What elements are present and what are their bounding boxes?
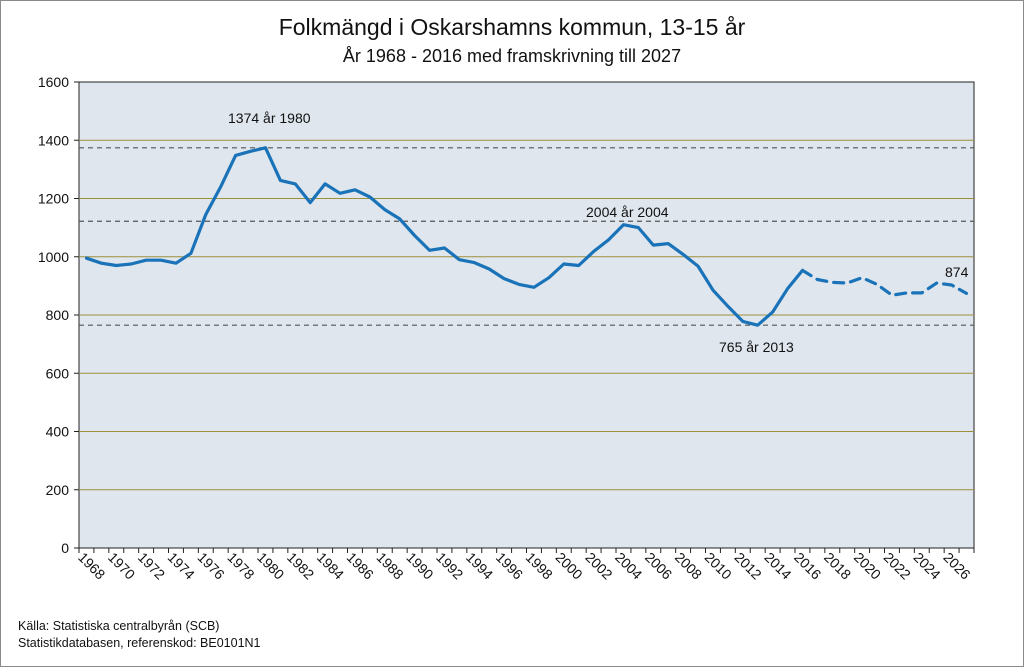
x-tick-label: 1998 (523, 549, 556, 582)
x-tick-label: 1984 (314, 549, 347, 582)
chart-subtitle: År 1968 - 2016 med framskrivning till 20… (342, 46, 682, 66)
annotation-min: 765 år 2013 (719, 339, 794, 355)
chart-title: Folkmängd i Oskarshamns kommun, 13-15 år (278, 14, 746, 40)
x-tick-label: 2024 (910, 549, 943, 582)
gridlines (79, 139, 974, 491)
y-tick-label: 1000 (38, 249, 69, 265)
x-tick-label: 2020 (851, 549, 884, 582)
x-axis: 1968197019721974197619781980198219841986… (75, 548, 975, 583)
annotation-last: 874 (945, 264, 969, 280)
y-tick-label: 1200 (38, 191, 69, 207)
y-tick-label: 1600 (38, 74, 69, 90)
x-tick-label: 2004 (612, 549, 645, 582)
x-tick-label: 2000 (552, 549, 585, 582)
y-tick-label: 600 (46, 365, 70, 381)
x-tick-label: 1990 (403, 549, 436, 582)
projection-series-line (800, 268, 969, 297)
source-line: Källa: Statistiska centralbyrån (SCB) (18, 619, 220, 633)
annotation-max: 1374 år 1980 (228, 110, 311, 126)
source-note: Källa: Statistiska centralbyrån (SCB) St… (18, 618, 261, 652)
x-tick-label: 2018 (821, 549, 854, 582)
y-axis: 0 200 400 600 800 1000 1200 1400 1600 (38, 74, 79, 556)
x-tick-label: 2010 (702, 549, 735, 582)
x-tick-label: 2008 (672, 549, 705, 582)
y-tick-label: 0 (61, 540, 69, 556)
y-tick-label: 800 (46, 307, 70, 323)
source-line: Statistikdatabasen, referenskod: BE0101N… (18, 636, 261, 650)
x-tick-label: 2016 (791, 549, 824, 582)
x-tick-label: 1982 (284, 549, 317, 582)
x-tick-label: 1976 (194, 549, 227, 582)
x-tick-label: 1968 (75, 549, 108, 582)
x-tick-label: 1978 (224, 549, 257, 582)
y-tick-label: 200 (46, 482, 70, 498)
x-tick-label: 2014 (761, 549, 794, 582)
x-tick-label: 1996 (493, 549, 526, 582)
x-tick-label: 1986 (344, 549, 377, 582)
annotation-2004: 2004 år 2004 (586, 204, 669, 220)
x-tick-label: 1988 (373, 549, 406, 582)
x-tick-label: 1994 (463, 549, 496, 582)
y-tick-label: 400 (46, 424, 70, 440)
x-tick-label: 2006 (642, 549, 675, 582)
x-tick-label: 2002 (582, 549, 615, 582)
x-tick-label: 1972 (135, 549, 168, 582)
x-tick-label: 1980 (254, 549, 287, 582)
x-tick-label: 1974 (165, 549, 198, 582)
y-tick-label: 1400 (38, 132, 69, 148)
x-tick-label: 2022 (881, 549, 914, 582)
x-tick-label: 1992 (433, 549, 466, 582)
x-tick-label: 1970 (105, 549, 138, 582)
series-group (84, 146, 969, 327)
historical-series-line (84, 146, 805, 327)
x-tick-label: 2012 (731, 549, 764, 582)
x-tick-label: 2026 (940, 549, 973, 582)
